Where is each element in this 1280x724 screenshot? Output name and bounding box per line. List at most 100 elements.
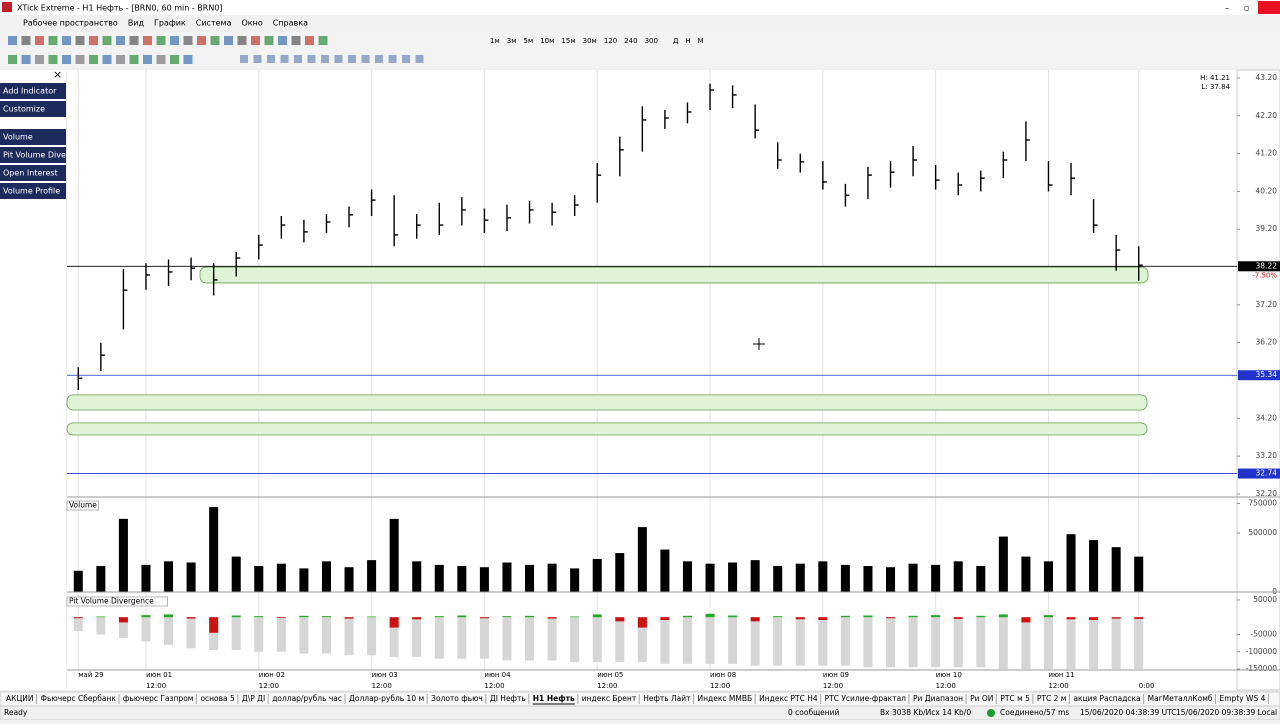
toolbar-icon[interactable] — [348, 55, 356, 63]
toolbar-icon[interactable] — [8, 55, 17, 64]
workspace-tab[interactable]: РТС 2 м — [1037, 694, 1067, 703]
toolbar-icon[interactable] — [183, 36, 193, 45]
sidebar-button[interactable] — [0, 147, 66, 163]
toolbar-icon[interactable] — [318, 36, 328, 45]
toolbar-icon[interactable] — [321, 55, 329, 63]
timeframe-button[interactable]: 1м — [490, 37, 500, 45]
workspace-tab[interactable]: Д\Р ДI — [242, 694, 265, 703]
workspace-tab[interactable]: Нефть Лайт — [643, 694, 691, 703]
toolbar-icon[interactable] — [305, 36, 314, 45]
toolbar-icon[interactable] — [210, 36, 220, 45]
toolbar-icon[interactable] — [143, 36, 152, 45]
timeframe-button[interactable]: 3м — [507, 37, 517, 45]
close[interactable] — [1258, 1, 1280, 14]
workspace-tab[interactable]: Золото фьюч — [431, 694, 483, 703]
workspace-tab[interactable]: индекс Брент — [582, 694, 637, 703]
toolbar-icon[interactable] — [62, 55, 71, 64]
toolbar-icon[interactable] — [35, 36, 44, 45]
toolbar-icon[interactable] — [267, 55, 275, 63]
toolbar-icon[interactable] — [35, 55, 44, 64]
toolbar-icon[interactable] — [253, 55, 262, 63]
workspace-tab[interactable]: основа 5 — [200, 694, 235, 703]
workspace-tab[interactable]: МагМеталлКомб — [1148, 694, 1213, 703]
sidebar-button[interactable] — [0, 83, 66, 99]
toolbar-icon[interactable] — [89, 55, 98, 64]
toolbar-icon[interactable] — [278, 36, 287, 45]
workspace-tab[interactable]: ДI Нефть — [490, 694, 526, 703]
workspace-tab[interactable]: Индекс ММВБ — [698, 694, 753, 703]
toolbar-icon[interactable] — [75, 36, 85, 45]
workspace-tab[interactable]: Фьючерс Сбербанк — [41, 694, 117, 703]
workspace-tab[interactable]: Ри ОИ — [970, 694, 993, 703]
timeframe-button[interactable]: 120 — [604, 37, 617, 45]
toolbar-icon[interactable] — [8, 36, 17, 45]
workspace-tab[interactable]: акция Распадска — [1073, 694, 1140, 703]
toolbar-icon[interactable] — [224, 36, 233, 45]
sidebar-button[interactable] — [0, 101, 66, 117]
toolbar-icon[interactable] — [48, 55, 58, 64]
toolbar-icon[interactable] — [170, 55, 179, 64]
timeframe-button[interactable]: 30м — [583, 37, 597, 45]
toolbar-icon[interactable] — [143, 55, 152, 64]
maximize[interactable]: ▫ — [1244, 4, 1249, 13]
timeframe-button[interactable]: 5м — [523, 37, 533, 45]
toolbar-icon[interactable] — [375, 55, 383, 63]
toolbar-icon[interactable] — [294, 55, 302, 63]
toolbar-icon[interactable] — [197, 36, 206, 45]
toolbar-icon[interactable] — [251, 36, 260, 45]
toolbar-icon[interactable] — [156, 55, 166, 64]
workspace-tab[interactable]: доллар/рубль час — [272, 694, 342, 703]
workspace-tab[interactable]: РТС м 5 — [1000, 694, 1030, 703]
timeframe-button[interactable]: 300 — [645, 37, 658, 45]
timeframe-button[interactable]: 10м — [540, 37, 554, 45]
timeframe-button[interactable]: 15м — [561, 37, 575, 45]
menu-item[interactable]: Рабочее пространство — [23, 19, 118, 28]
toolbar-icon[interactable] — [129, 55, 139, 64]
toolbar-icon[interactable] — [21, 36, 31, 45]
toolbar-icon[interactable] — [264, 36, 274, 45]
sidebar-button[interactable] — [0, 165, 66, 181]
toolbar-icon[interactable] — [170, 36, 179, 45]
minimize[interactable]: – — [1225, 4, 1229, 13]
toolbar-icon[interactable] — [116, 55, 125, 64]
workspace-tab[interactable]: Доллар-рубль 10 м — [349, 694, 424, 703]
sidebar-button[interactable] — [0, 129, 66, 145]
toolbar-icon[interactable] — [240, 55, 248, 63]
workspace-tab[interactable]: H1 Нефть — [533, 694, 575, 703]
menu-item[interactable]: Справка — [273, 19, 308, 28]
toolbar-icon[interactable] — [388, 55, 397, 63]
menu-item[interactable]: Окно — [241, 19, 262, 28]
toolbar-icon[interactable] — [415, 55, 424, 63]
workspace-tab[interactable]: Индекс РТС Н4 — [759, 694, 818, 703]
workspace-tab[interactable]: Empty WS 4 — [1219, 694, 1265, 703]
toolbar-icon[interactable] — [48, 36, 58, 45]
sidebar-button[interactable] — [0, 183, 66, 199]
toolbar-icon[interactable] — [291, 36, 301, 45]
toolbar-icon[interactable] — [102, 55, 112, 64]
toolbar-icon[interactable] — [280, 55, 289, 63]
toolbar-icon[interactable] — [334, 55, 343, 63]
menu-item[interactable]: Вид — [128, 19, 145, 28]
timeframe-button[interactable]: Д — [673, 37, 679, 45]
workspace-tab[interactable]: фьючерс Газпром — [123, 694, 194, 703]
toolbar-icon[interactable] — [102, 36, 112, 45]
menu-item[interactable]: Система — [196, 19, 232, 28]
toolbar-icon[interactable] — [116, 36, 125, 45]
toolbar-icon[interactable] — [75, 55, 85, 64]
toolbar-icon[interactable] — [402, 55, 410, 63]
workspace-tab[interactable]: РТС Усилие-фрактал — [825, 694, 907, 703]
timeframe-button[interactable]: Н — [685, 37, 690, 45]
timeframe-button[interactable]: 240 — [624, 37, 637, 45]
workspace-tab[interactable]: АКЦИИ — [6, 694, 34, 703]
toolbar-icon[interactable] — [89, 36, 98, 45]
menu-item[interactable]: График — [154, 19, 186, 28]
toolbar-icon[interactable] — [307, 55, 316, 63]
sidebar-close[interactable]: × — [53, 68, 62, 81]
workspace-tab[interactable]: Ри Диапазон — [913, 694, 963, 703]
toolbar-icon[interactable] — [62, 36, 71, 45]
timeframe-button[interactable]: М — [698, 37, 704, 45]
toolbar-icon[interactable] — [237, 36, 247, 45]
toolbar-icon[interactable] — [361, 55, 370, 63]
toolbar-icon[interactable] — [21, 55, 31, 64]
toolbar-icon[interactable] — [129, 36, 139, 45]
